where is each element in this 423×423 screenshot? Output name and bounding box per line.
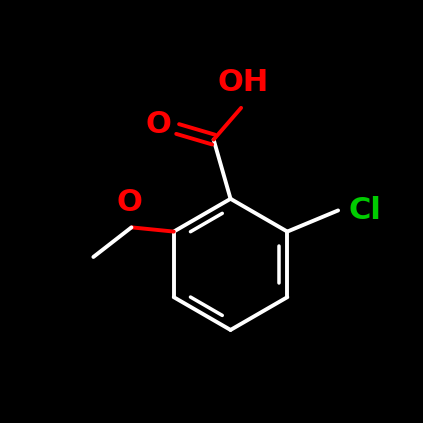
Text: Cl: Cl <box>349 196 382 225</box>
Text: O: O <box>146 110 171 139</box>
Text: OH: OH <box>217 68 269 97</box>
Text: O: O <box>116 188 142 217</box>
